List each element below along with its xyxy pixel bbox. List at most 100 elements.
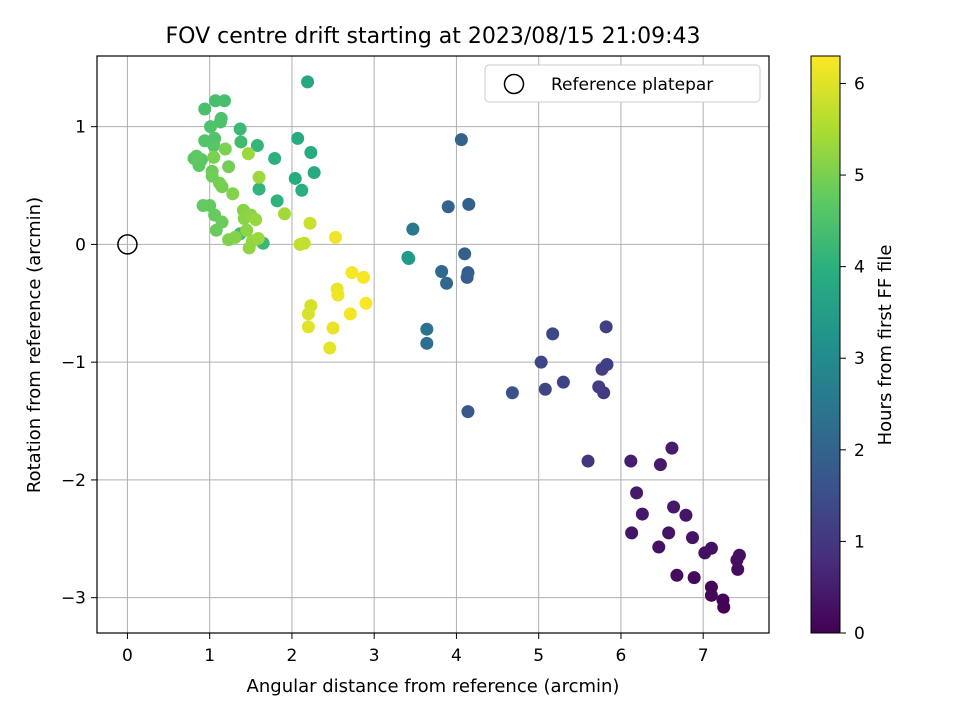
scatter-point (359, 296, 373, 310)
chart-title: FOV centre drift starting at 2023/08/15 … (166, 24, 701, 49)
scatter-point (461, 405, 475, 419)
legend-label: Reference platepar (551, 75, 713, 95)
colorbar-tick-label: 6 (854, 74, 865, 94)
x-tick-label: 0 (122, 646, 133, 666)
scatter-point (252, 182, 266, 196)
scatter-point (329, 230, 343, 244)
scatter-point (687, 571, 701, 585)
y-tick-label: −2 (61, 471, 86, 491)
scatter-point (420, 336, 434, 350)
colorbar: 0 1 2 3 4 5 6 Hours from first FF file (810, 55, 896, 644)
colorbar-tick-label: 1 (854, 532, 865, 552)
colorbar-tick-label: 2 (854, 441, 865, 461)
scatter-point (301, 75, 315, 89)
colorbar-tick-label: 4 (854, 258, 865, 278)
scatter-point (252, 170, 266, 184)
scatter-point (665, 441, 679, 455)
legend: Reference platepar (484, 64, 761, 103)
colorbar-label: Hours from first FF file (875, 245, 896, 446)
scatter-point (217, 94, 231, 108)
scatter-point (652, 540, 666, 554)
scatter-point (345, 266, 359, 280)
scatter-point (356, 270, 370, 284)
scatter-point (441, 200, 455, 214)
scatter-point (440, 276, 454, 290)
scatter-point (534, 355, 548, 369)
scatter-point (190, 149, 204, 163)
scatter-point (546, 327, 560, 341)
scatter-point (635, 507, 649, 521)
scatter-point (208, 94, 222, 108)
scatter-point (704, 580, 718, 594)
scatter-point (304, 146, 318, 160)
scatter-point (343, 307, 357, 321)
data-points (187, 75, 746, 614)
scatter-point (303, 216, 317, 230)
x-tick-label: 5 (533, 646, 544, 666)
reference-marker (117, 234, 138, 255)
plot-frame (96, 55, 770, 634)
scatter-point (233, 122, 247, 136)
x-tick-label: 6 (616, 646, 627, 666)
reference-point (117, 234, 138, 255)
x-tick-label: 4 (451, 646, 462, 666)
scatter-point (207, 138, 221, 152)
colorbar-tick-label: 5 (854, 166, 865, 186)
scatter-point (406, 222, 420, 236)
scatter-point (268, 151, 282, 165)
y-tick-label: 1 (75, 118, 86, 138)
scatter-point (326, 321, 340, 335)
scatter-point (288, 171, 302, 185)
scatter-point (458, 247, 472, 261)
colorbar-ticks: 0 1 2 3 4 5 6 (840, 74, 865, 644)
x-axis-label: Angular distance from reference (arcmin) (247, 676, 620, 697)
scatter-point (207, 150, 221, 164)
legend-marker (503, 73, 525, 95)
scatter-point (301, 320, 315, 334)
colorbar-tick-label: 3 (854, 349, 865, 369)
scatter-point (686, 531, 700, 545)
scatter-point (228, 230, 242, 244)
scatter-point (323, 341, 337, 355)
scatter-point (704, 541, 718, 555)
scatter-point (420, 322, 434, 336)
scatter-point (435, 264, 449, 278)
scatter-point (295, 183, 309, 197)
scatter-point (278, 207, 292, 221)
x-tick-label: 2 (287, 646, 298, 666)
scatter-point (505, 386, 519, 400)
scatter-point (215, 180, 229, 194)
grid-lines (97, 56, 769, 633)
colorbar-gradient (810, 55, 841, 634)
scatter-point (625, 526, 639, 540)
scatter-point (679, 508, 693, 522)
scatter-point (222, 160, 236, 174)
y-axis-label: Rotation from reference (arcmin) (24, 197, 45, 493)
scatter-point (331, 288, 345, 302)
scatter-point (599, 320, 613, 334)
scatter-point (662, 526, 676, 540)
scatter-point (204, 120, 218, 134)
scatter-point (307, 166, 321, 180)
scatter-point (251, 232, 265, 246)
scatter-point (215, 215, 229, 229)
scatter-point (670, 568, 684, 582)
scatter-point (716, 593, 730, 607)
scatter-point (732, 548, 746, 562)
scatter-point (226, 187, 240, 201)
y-tick-label: 0 (75, 235, 86, 255)
scatter-point (653, 458, 667, 472)
x-axis-ticks: 0 1 2 3 4 5 6 7 (122, 633, 709, 666)
scatter-point (731, 562, 745, 576)
colorbar-tick-label: 0 (854, 624, 865, 644)
scatter-point (213, 115, 227, 129)
scatter-point (291, 131, 305, 145)
scatter-point (592, 380, 606, 394)
scatter-point (270, 194, 284, 208)
y-tick-label: −3 (61, 589, 86, 609)
x-tick-label: 3 (369, 646, 380, 666)
y-tick-label: −1 (61, 353, 86, 373)
scatter-point (462, 197, 476, 211)
scatter-point (301, 307, 315, 321)
